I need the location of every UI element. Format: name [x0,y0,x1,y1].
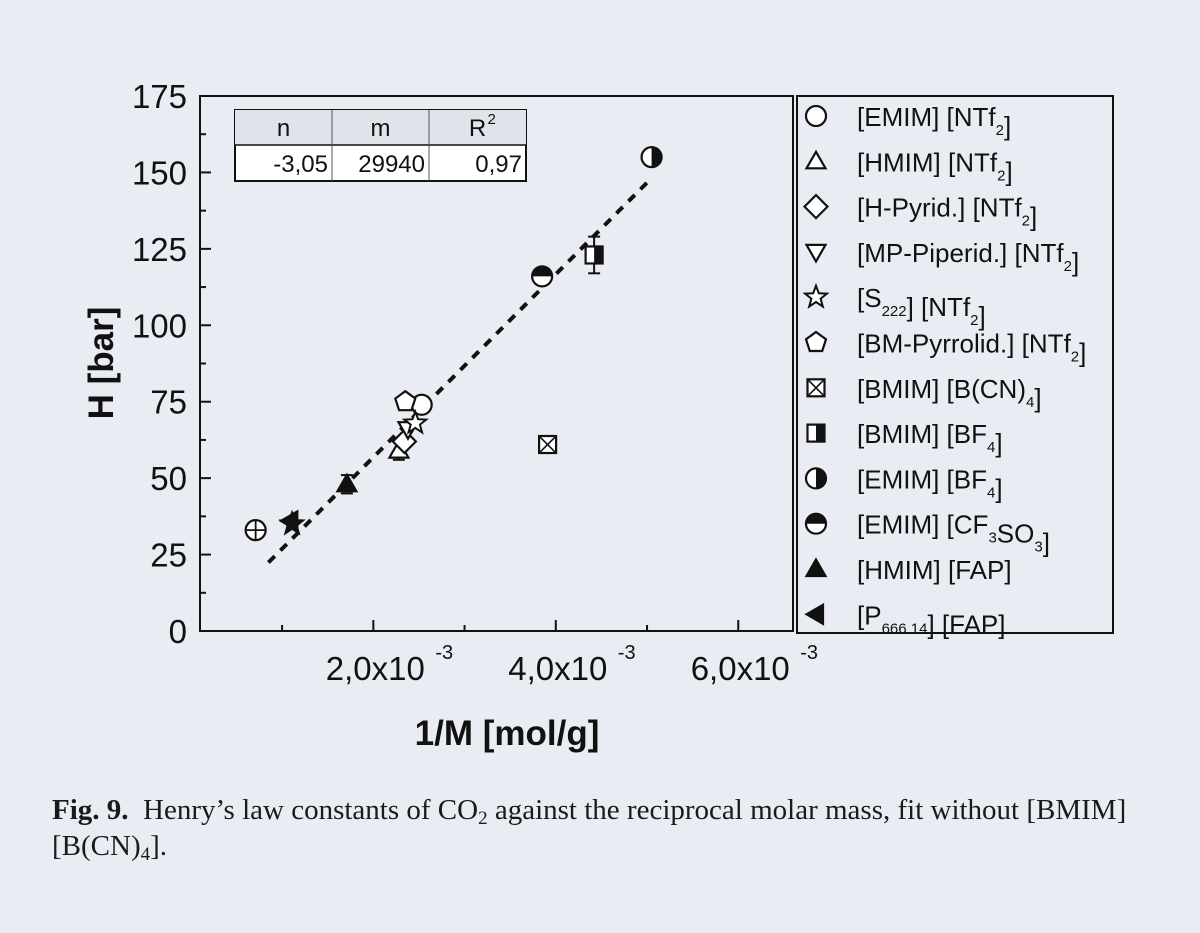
x-axis-title: 1/M [mol/g] [415,714,600,753]
legend-entry: [S222] [NTf2] [802,282,986,331]
caption-text-1: Henry’s law constants of CO [143,794,479,826]
legend-entry: [EMIM] [NTf2] [804,102,1011,141]
legend-label: [H-Pyrid.] [NTf2] [857,193,1037,232]
y-tick-label: 25 [150,537,187,574]
legend-label: [BM-Pyrrolid.] [NTf2] [857,329,1086,368]
x-tick-exponent: -3 [435,642,453,664]
x-tick-exponent: -3 [618,642,636,664]
x-axis: 2,0x10 -3 4,0x10 -3 6,0x10 -3 [281,620,818,687]
caption-text-2: against the reciprocal molar mass, fit w… [52,794,1127,862]
y-tick-label: 50 [150,460,187,497]
x-tick-exponent: -3 [800,642,818,664]
y-axis-title: H [bar] [82,307,121,420]
legend-marker [804,557,828,578]
y-tick-label: 150 [132,154,187,191]
figure-caption: Fig. 9. Henry’s law constants of CO2 aga… [52,792,1162,864]
legend-label: [S222] [NTf2] [857,283,986,331]
legend-label: [EMIM] [BF4] [857,464,1003,503]
x-tick-label: 2,0x10 [326,650,425,687]
y-tick-label: 100 [132,307,187,344]
caption-figure-label: Fig. 9. [52,794,129,826]
legend-marker [804,467,828,490]
legend-marker [804,104,828,128]
legend-frame [796,95,1114,634]
legend-label: [HMIM] [NTf2] [857,147,1013,186]
legend: [EMIM] [NTf2] [HMIM] [NTf2] [H-Pyrid.] [NT… [802,102,1086,639]
legend-marker [802,282,830,309]
data-point-9 [531,265,554,288]
data-point-8 [640,146,663,169]
legend-label: [EMIM] [NTf2] [857,102,1011,141]
legend-marker [806,423,826,443]
fit-table-value: 29940 [358,151,425,178]
legend-label: [P666 14] [FAP] [857,600,1006,639]
y-tick-label: 125 [132,231,187,268]
legend-entry: [HMIM] [FAP] [804,555,1012,585]
legend-entry: [BM-Pyrrolid.] [NTf2] [804,329,1086,368]
caption-sub-2: 4 [140,844,151,865]
legend-marker [806,378,826,398]
y-tick-label: 0 [169,613,187,650]
legend-entry: [EMIM] [BF4] [804,464,1003,503]
legend-marker [804,243,828,264]
legend-entry: [BMIM] [B(CN)4] [806,374,1042,413]
x-tick-label: 4,0x10 [508,650,607,687]
y-tick-label: 175 [132,78,187,115]
legend-entry: [H-Pyrid.] [NTf2] [802,193,1037,232]
fit-table-header-bg [235,110,526,145]
legend-entry: [MP-Piperid.] [NTf2] [804,238,1079,277]
fit-table-value: -3,05 [273,151,328,178]
legend-entry: [P666 14] [FAP] [804,600,1006,639]
legend-marker [804,512,828,535]
fit-table-superscript: 2 [488,111,496,128]
legend-label: [MP-Piperid.] [NTf2] [857,238,1079,277]
caption-sub-1: 2 [478,808,488,829]
data-point-4 [401,408,429,435]
fit-table-header: n [277,115,290,142]
fit-parameter-table: n m R 2 -3,05 29940 0,97 [234,109,527,182]
legend-marker [804,149,828,170]
y-tick-label: 75 [150,384,187,421]
data-point-5 [394,389,417,412]
legend-label: [HMIM] [FAP] [857,555,1012,585]
fit-table-value: 0,97 [475,151,522,178]
fit-line [267,181,649,564]
x-tick-label: 6,0x10 [691,650,790,687]
fit-table-header: R [469,115,486,142]
legend-label: [BMIM] [B(CN)4] [857,374,1042,413]
fit-table-header: m [371,115,391,142]
data-points [244,146,663,542]
legend-entry: [EMIM] [CF3SO3] [804,510,1050,558]
data-point-10 [335,472,359,493]
data-point-extra-1 [278,509,306,536]
legend-entry: [HMIM] [NTf2] [804,147,1013,186]
data-point-extra-0 [244,519,267,542]
legend-marker [804,330,828,353]
legend-label: [EMIM] [CF3SO3] [857,510,1050,558]
data-point-6 [537,434,558,455]
legend-label: [BMIM] [BF4] [857,419,1003,458]
legend-entry: [BMIM] [BF4] [806,419,1003,458]
y-axis: 0 25 50 75 100 125 150 175 [132,78,211,650]
legend-marker [802,193,830,220]
legend-marker [804,602,825,626]
data-point-7 [584,245,604,265]
caption-text-3: ]. [150,830,168,862]
